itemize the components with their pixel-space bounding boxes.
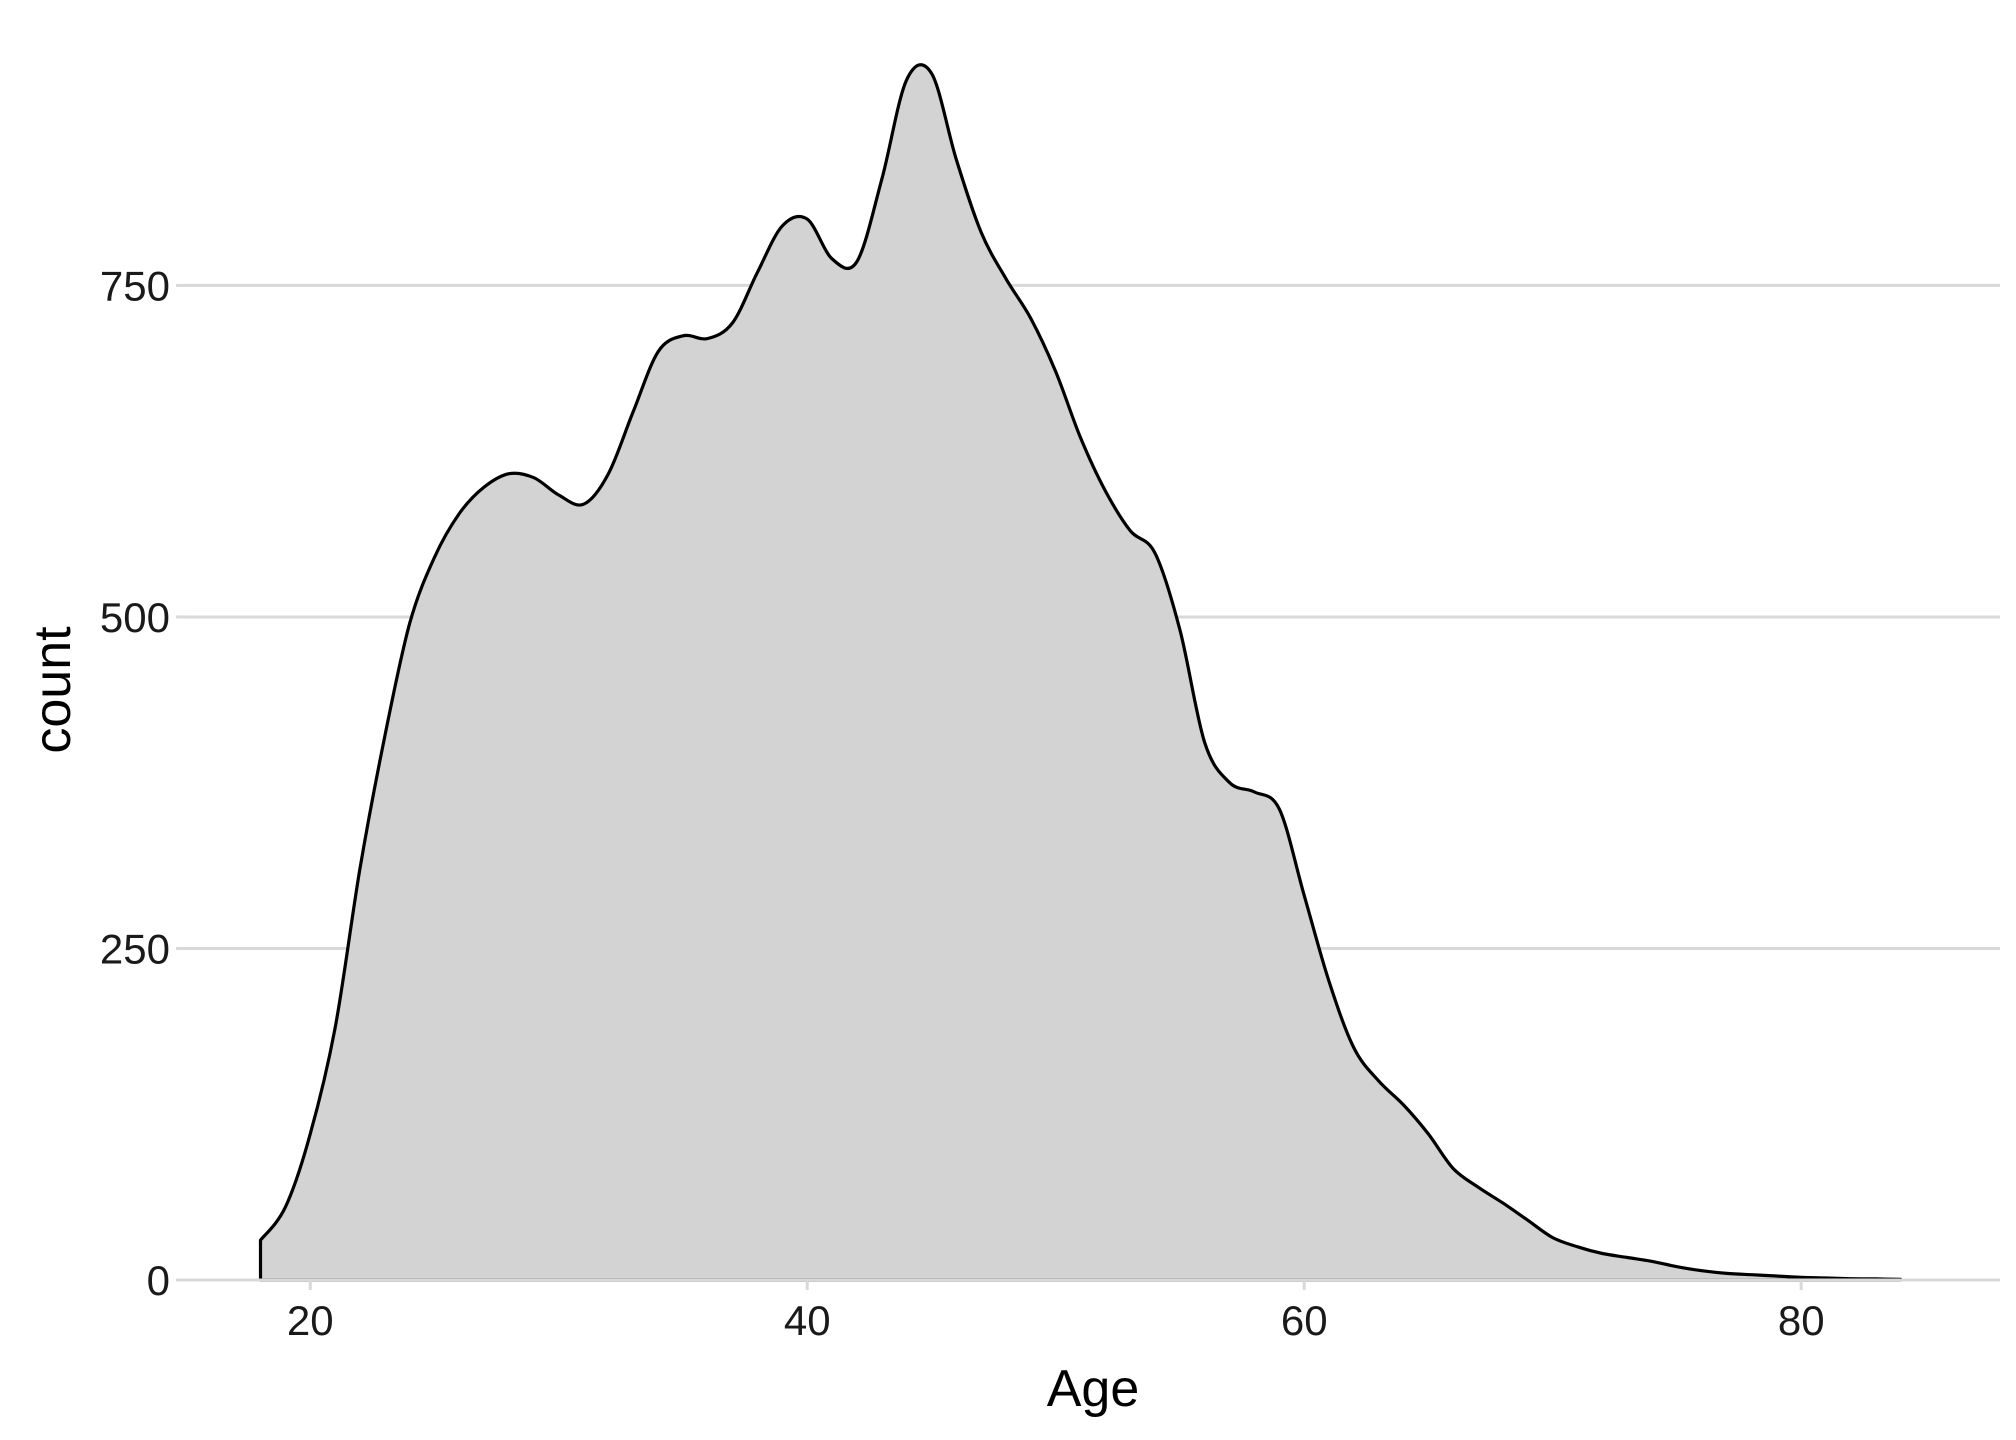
y-tick-label-750: 750	[100, 262, 170, 309]
x-tick-label-80: 80	[1778, 1297, 1825, 1344]
x-tick-label-40: 40	[784, 1297, 831, 1344]
x-tick-label-60: 60	[1281, 1297, 1328, 1344]
axes: 0 250 500 750 20 40 60 80	[100, 262, 2000, 1344]
y-tick-label-250: 250	[100, 925, 170, 972]
y-axis-title: count	[24, 626, 82, 754]
x-tick-label-20: 20	[287, 1297, 334, 1344]
y-tick-label-500: 500	[100, 594, 170, 641]
density-area-layer	[258, 63, 1903, 1282]
x-axis-title: Age	[1047, 1360, 1140, 1418]
density-area	[258, 63, 1903, 1282]
y-tick-label-0: 0	[147, 1257, 170, 1304]
